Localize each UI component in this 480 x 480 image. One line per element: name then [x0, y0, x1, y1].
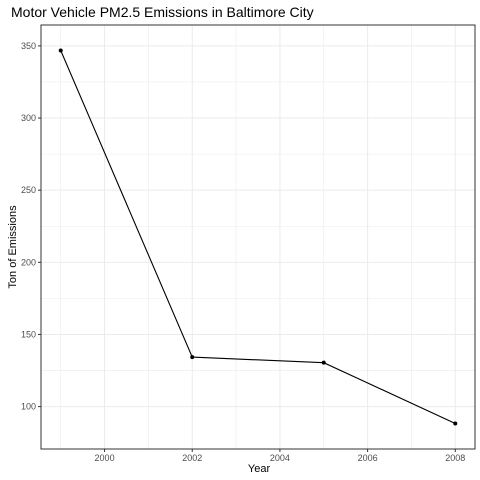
y-tick-label: 250	[21, 185, 36, 195]
x-tick-label: 2000	[95, 453, 115, 463]
x-axis-title: Year	[248, 463, 271, 475]
series-layer	[58, 48, 458, 426]
chart-title: Motor Vehicle PM2.5 Emissions in Baltimo…	[11, 4, 314, 20]
y-tick-label: 100	[21, 402, 36, 412]
series-line	[60, 50, 456, 424]
x-tick-label: 2008	[445, 453, 465, 463]
y-tick-label: 200	[21, 257, 36, 267]
panel-border	[40, 24, 476, 450]
x-tick-label: 2004	[270, 453, 290, 463]
y-axis-title: Ton of Emissions	[7, 205, 19, 289]
minor-grid	[41, 25, 475, 449]
x-tick-label: 2006	[358, 453, 378, 463]
y-tick-label: 350	[21, 41, 36, 51]
major-grid	[41, 25, 475, 449]
x-tick-label: 2002	[182, 453, 202, 463]
x-axis: 2000 2002 2004 2006 2008	[95, 449, 465, 463]
data-point	[190, 355, 195, 360]
data-point	[321, 360, 326, 365]
y-axis: 100 150 200 250 300 350	[21, 41, 41, 412]
y-tick-label: 300	[21, 113, 36, 123]
y-tick-label: 150	[21, 329, 36, 339]
data-point	[58, 48, 63, 53]
data-point	[453, 421, 458, 426]
